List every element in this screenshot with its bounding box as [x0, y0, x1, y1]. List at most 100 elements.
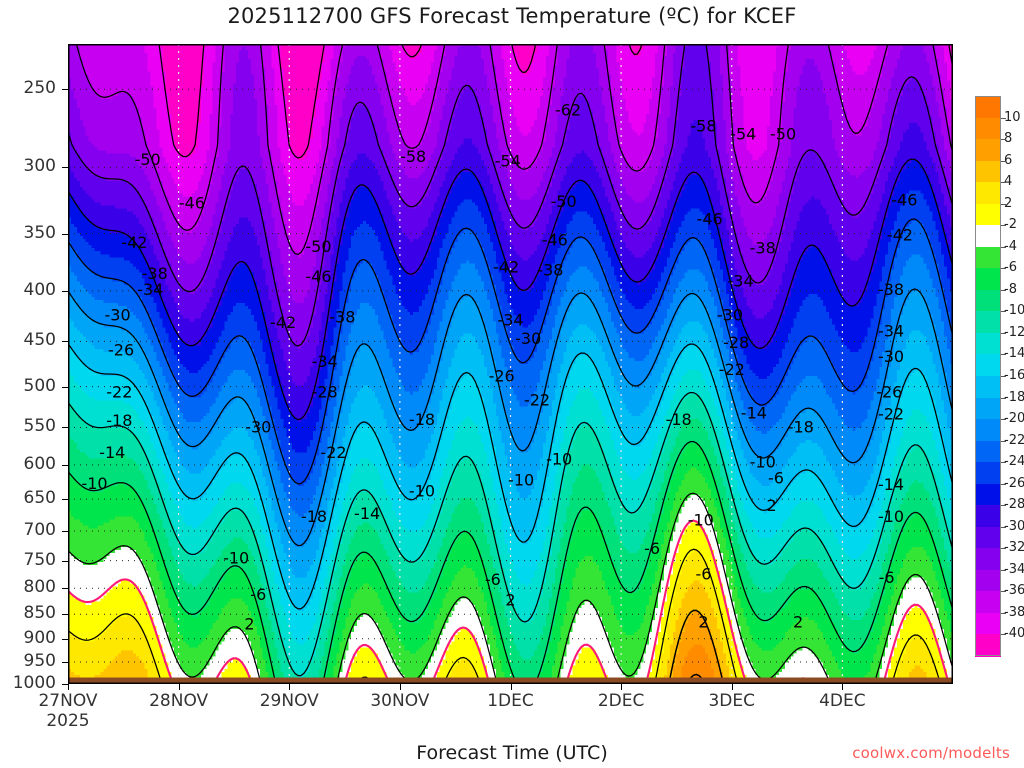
colorbar-band	[975, 268, 1001, 291]
x-tick-label-text: 1DEC	[487, 691, 534, 711]
x-tick-mark	[399, 684, 401, 690]
y-tick-mark	[62, 684, 68, 685]
contour-label: -22	[320, 443, 346, 462]
contour-label: 2	[698, 613, 708, 632]
contour-label: -34	[728, 272, 754, 291]
colorbar[interactable]	[975, 96, 1001, 657]
y-tick-mark	[62, 386, 68, 388]
y-tick-mark	[62, 588, 68, 590]
x-axis-year-label: 2025	[46, 710, 90, 731]
contour-label: -18	[301, 507, 327, 526]
contour-label: -46	[542, 231, 568, 250]
contour-line	[68, 548, 942, 684]
contour-label: -46	[697, 210, 723, 229]
contour-label: -6	[879, 568, 895, 587]
contour-label: -18	[106, 411, 132, 430]
temperature-cross-section: -62-58 -54 -50-50 -58 -54-46-46 -50-46-42-42-…	[68, 44, 953, 684]
x-tick-label: 27NOV 2025	[13, 691, 123, 731]
x-tick-mark	[842, 684, 844, 690]
contour-label: -22	[106, 382, 132, 401]
contour-label: -22	[878, 405, 904, 424]
plot-area: -62 -58 -54 -50 -50 -58 -54 -46 -46 -50 -46 -42 -42-…	[68, 44, 953, 684]
colorbar-band	[975, 332, 1001, 356]
contour-line	[68, 440, 953, 684]
y-tick-label: 250	[23, 78, 56, 99]
x-tick-mark	[621, 684, 623, 690]
colorbar-band	[975, 483, 1001, 506]
colorbar-band	[975, 526, 1001, 549]
x-tick-label: 28NOV	[124, 691, 234, 712]
contour-label: -10	[546, 450, 572, 469]
colorbar-tick-mark	[1001, 268, 1006, 270]
colorbar-tick-label: -28	[1004, 497, 1024, 513]
colorbar-tick-mark	[1001, 526, 1006, 528]
contour-label: -6	[644, 539, 660, 558]
colorbar-tick-label: -26	[1004, 475, 1024, 491]
contour-label: -50	[135, 150, 161, 169]
contour-label: -38	[329, 307, 355, 326]
colorbar-tick-mark	[1001, 332, 1006, 334]
y-tick-label: 550	[23, 416, 56, 437]
x-tick-mark	[510, 684, 512, 690]
y-tick-mark	[62, 614, 68, 616]
y-tick-mark	[62, 661, 68, 663]
y-tick-label: 800	[23, 577, 56, 598]
contour-label: 2	[793, 613, 803, 632]
brand-watermark: coolwx.com/modelts	[852, 744, 1010, 762]
contour-label: -10	[81, 474, 107, 493]
contour-label: -30	[515, 329, 541, 348]
temperature-band	[68, 522, 951, 684]
x-tick-label-text: 28NOV	[149, 691, 209, 711]
x-tick-label: 2DEC	[566, 691, 676, 712]
colorbar-tick-label: -18	[1004, 389, 1024, 405]
x-tick-label-text: 3DEC	[708, 691, 756, 711]
contour-label: 2	[244, 615, 254, 634]
y-tick-mark	[62, 341, 68, 343]
contour-label: -38	[750, 238, 776, 257]
colorbar-band	[975, 354, 1001, 377]
contour-label: -26	[489, 366, 515, 385]
y-tick-mark	[62, 560, 68, 562]
contour-label: -26	[108, 341, 134, 360]
y-tick-label: 700	[23, 519, 56, 540]
colorbar-band	[975, 569, 1001, 592]
contour-label: -38	[142, 264, 168, 283]
colorbar-tick-mark	[1001, 225, 1006, 227]
colorbar-band	[975, 139, 1001, 162]
colorbar-tick-mark	[1001, 354, 1006, 356]
colorbar-tick-label: -22	[1004, 432, 1024, 448]
contour-label: -10	[508, 471, 534, 490]
y-tick-mark	[62, 530, 68, 532]
colorbar-tick-label: -40	[1004, 626, 1024, 642]
contour-label: -6	[485, 570, 501, 589]
y-tick-mark	[62, 89, 68, 91]
contour-label: -18	[666, 410, 692, 429]
contour-line	[68, 44, 953, 347]
contour-label: -14	[99, 443, 125, 462]
y-tick-mark	[62, 499, 68, 501]
contour-label: -14	[741, 403, 767, 422]
contour-label: -14	[878, 475, 904, 494]
colorbar-band	[975, 160, 1001, 183]
x-tick-mark	[289, 684, 291, 690]
contour-label: -26	[876, 382, 902, 401]
contour-label: -28	[723, 333, 749, 352]
y-tick-label: 450	[23, 330, 56, 351]
contour-line	[68, 519, 950, 684]
colorbar-tick-mark	[1001, 440, 1006, 442]
colorbar-band	[975, 182, 1001, 205]
contour-label: -10	[750, 453, 776, 472]
contour-label: -10	[409, 482, 435, 501]
colorbar-tick-label: -4	[1004, 238, 1017, 254]
contour-label: -42	[887, 226, 913, 245]
colorbar-band	[975, 225, 1001, 248]
colorbar-band	[975, 548, 1001, 571]
contour-label: -50	[770, 124, 796, 143]
colorbar-tick-label: -14	[1004, 346, 1024, 362]
y-tick-label: 900	[23, 627, 56, 648]
x-tick-mark	[68, 684, 69, 690]
contour-label: -46	[305, 267, 331, 286]
colorbar-tick-mark	[1001, 591, 1006, 593]
colorbar-tick-label: -2	[1004, 217, 1017, 233]
contour-label: -6	[250, 585, 266, 604]
